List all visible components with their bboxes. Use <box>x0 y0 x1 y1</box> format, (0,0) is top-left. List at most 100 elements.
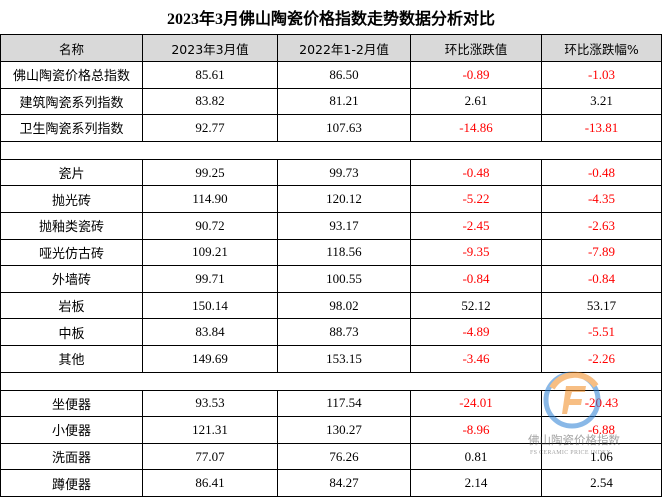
row-name: 中板 <box>0 318 143 346</box>
row-name: 坐便器 <box>0 389 143 418</box>
value-cell: -6.88 <box>540 416 662 444</box>
row-name: 外墙砖 <box>0 265 143 293</box>
row-name: 岩板 <box>0 291 143 320</box>
value-cell: 93.53 <box>142 389 278 418</box>
value-cell: 76.26 <box>277 442 411 471</box>
value-cell: 120.12 <box>277 185 411 213</box>
value-cell: -0.48 <box>410 158 542 187</box>
data-row: 抛光砖 114.90 120.12 -5.22 -4.35 <box>0 185 662 213</box>
data-row: 建筑陶瓷系列指数 83.82 81.21 2.61 3.21 <box>0 87 662 116</box>
value-cell: -20.43 <box>540 389 662 418</box>
data-row: 岩板 150.14 98.02 52.12 53.17 <box>0 291 662 320</box>
value-cell: 77.07 <box>142 442 278 471</box>
data-row: 卫生陶瓷系列指数 92.77 107.63 -14.86 -13.81 <box>0 114 662 142</box>
value-cell: -0.84 <box>410 265 542 293</box>
value-cell: 2.54 <box>540 469 662 497</box>
value-cell: -0.48 <box>540 158 662 187</box>
separator-row <box>0 371 662 391</box>
row-name: 抛光砖 <box>0 185 143 213</box>
separator-cell <box>0 371 662 391</box>
value-cell: 1.06 <box>540 442 662 471</box>
data-row: 哑光仿古砖 109.21 118.56 -9.35 -7.89 <box>0 238 662 267</box>
data-row: 蹲便器 86.41 84.27 2.14 2.54 <box>0 469 662 497</box>
header-cell: 名称 <box>0 34 143 62</box>
row-name: 哑光仿古砖 <box>0 238 143 267</box>
value-cell: -24.01 <box>410 389 542 418</box>
value-cell: -8.96 <box>410 416 542 444</box>
value-cell: 81.21 <box>277 87 411 116</box>
row-name: 洗面器 <box>0 442 143 471</box>
value-cell: 2.14 <box>410 469 542 497</box>
value-cell: 86.50 <box>277 61 411 89</box>
data-row: 其他 149.69 153.15 -3.46 -2.26 <box>0 344 662 373</box>
row-name: 瓷片 <box>0 158 143 187</box>
value-cell: 99.25 <box>142 158 278 187</box>
value-cell: 150.14 <box>142 291 278 320</box>
value-cell: 83.82 <box>142 87 278 116</box>
value-cell: -9.35 <box>410 238 542 267</box>
value-cell: 153.15 <box>277 344 411 373</box>
value-cell: 88.73 <box>277 318 411 346</box>
value-cell: 92.77 <box>142 114 278 142</box>
value-cell: 114.90 <box>142 185 278 213</box>
value-cell: -2.45 <box>410 211 542 240</box>
value-cell: 52.12 <box>410 291 542 320</box>
value-cell: -3.46 <box>410 344 542 373</box>
value-cell: 121.31 <box>142 416 278 444</box>
value-cell: 83.84 <box>142 318 278 346</box>
value-cell: 99.71 <box>142 265 278 293</box>
value-cell: -14.86 <box>410 114 542 142</box>
value-cell: -5.51 <box>540 318 662 346</box>
row-name: 建筑陶瓷系列指数 <box>0 87 143 116</box>
value-cell: 99.73 <box>277 158 411 187</box>
row-name: 佛山陶瓷价格总指数 <box>0 61 143 89</box>
row-name: 卫生陶瓷系列指数 <box>0 114 143 142</box>
header-cell: 2022年1-2月值 <box>277 34 411 62</box>
value-cell: 85.61 <box>142 61 278 89</box>
value-cell: 109.21 <box>142 238 278 267</box>
value-cell: -5.22 <box>410 185 542 213</box>
value-cell: 93.17 <box>277 211 411 240</box>
value-cell: -0.84 <box>540 265 662 293</box>
data-row: 抛釉类瓷砖 90.72 93.17 -2.45 -2.63 <box>0 211 662 240</box>
value-cell: 3.21 <box>540 87 662 116</box>
value-cell: -4.89 <box>410 318 542 346</box>
value-cell: 117.54 <box>277 389 411 418</box>
header-cell: 环比涨跌幅% <box>540 34 662 62</box>
separator-row <box>0 140 662 160</box>
value-cell: -2.26 <box>540 344 662 373</box>
data-row: 佛山陶瓷价格总指数 85.61 86.50 -0.89 -1.03 <box>0 61 662 89</box>
data-row: 坐便器 93.53 117.54 -24.01 -20.43 <box>0 389 662 418</box>
value-cell: -2.63 <box>540 211 662 240</box>
value-cell: 53.17 <box>540 291 662 320</box>
value-cell: 130.27 <box>277 416 411 444</box>
separator-cell <box>0 140 662 160</box>
value-cell: -1.03 <box>540 61 662 89</box>
data-row: 外墙砖 99.71 100.55 -0.84 -0.84 <box>0 265 662 293</box>
data-row: 小便器 121.31 130.27 -8.96 -6.88 <box>0 416 662 444</box>
value-cell: 84.27 <box>277 469 411 497</box>
value-cell: 0.81 <box>410 442 542 471</box>
value-cell: 2.61 <box>410 87 542 116</box>
row-name: 其他 <box>0 344 143 373</box>
title-row: 2023年3月佛山陶瓷价格指数走势数据分析对比 <box>0 0 662 35</box>
header-cell: 2023年3月值 <box>142 34 278 62</box>
data-row: 瓷片 99.25 99.73 -0.48 -0.48 <box>0 158 662 187</box>
value-cell: -0.89 <box>410 61 542 89</box>
value-cell: 100.55 <box>277 265 411 293</box>
row-name: 抛釉类瓷砖 <box>0 211 143 240</box>
value-cell: 118.56 <box>277 238 411 267</box>
value-cell: -13.81 <box>540 114 662 142</box>
value-cell: 98.02 <box>277 291 411 320</box>
row-name: 蹲便器 <box>0 469 143 497</box>
data-row: 洗面器 77.07 76.26 0.81 1.06 <box>0 442 662 471</box>
table-title: 2023年3月佛山陶瓷价格指数走势数据分析对比 <box>0 0 662 35</box>
value-cell: -7.89 <box>540 238 662 267</box>
header-cell: 环比涨跌值 <box>410 34 542 62</box>
value-cell: 86.41 <box>142 469 278 497</box>
value-cell: 90.72 <box>142 211 278 240</box>
data-row: 中板 83.84 88.73 -4.89 -5.51 <box>0 318 662 346</box>
value-cell: -4.35 <box>540 185 662 213</box>
